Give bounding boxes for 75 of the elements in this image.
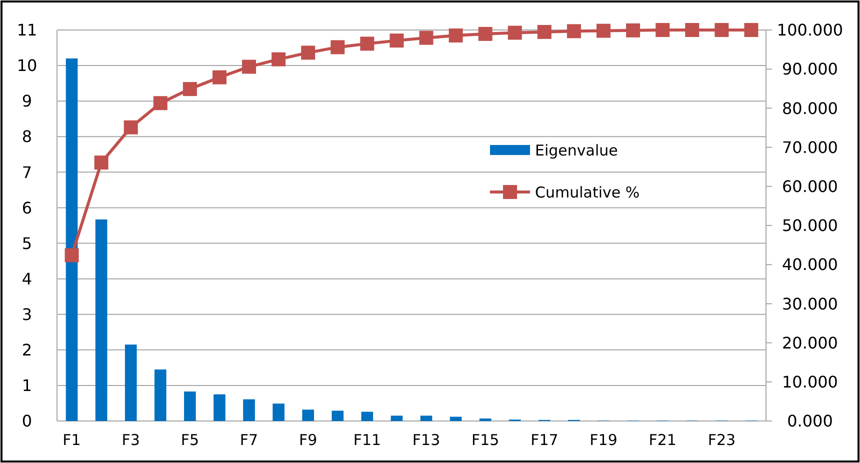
x-tick-label: F19 bbox=[590, 431, 618, 449]
point bbox=[390, 34, 404, 48]
point bbox=[153, 96, 168, 110]
x-tick-label: F17 bbox=[530, 431, 558, 449]
y-tick-label: 6 bbox=[22, 198, 32, 218]
x-tick-label: F21 bbox=[648, 431, 676, 449]
point bbox=[448, 28, 463, 42]
point bbox=[656, 23, 670, 37]
bar bbox=[361, 412, 374, 421]
bar bbox=[184, 391, 196, 421]
point bbox=[478, 26, 492, 41]
y-tick-label: 1 bbox=[22, 376, 32, 396]
point bbox=[714, 23, 729, 37]
bar bbox=[66, 58, 78, 421]
y2-tick-label: 50.000 bbox=[782, 216, 838, 236]
bar bbox=[450, 416, 462, 421]
y2-tick-label: 40.000 bbox=[782, 255, 838, 274]
bar bbox=[302, 410, 314, 421]
y2-tick-label: 90.000 bbox=[782, 60, 838, 79]
bar bbox=[243, 399, 255, 421]
y-tick-label: 2 bbox=[22, 340, 32, 360]
legend-label: Eigenvalue bbox=[535, 141, 618, 160]
y2-tick-label: 30.000 bbox=[782, 294, 838, 314]
point bbox=[242, 60, 256, 74]
point bbox=[124, 120, 138, 134]
point bbox=[596, 24, 611, 38]
bar bbox=[154, 369, 166, 421]
point bbox=[272, 52, 286, 66]
x-tick-label: F1 bbox=[62, 431, 81, 449]
bar bbox=[124, 344, 137, 421]
y-tick-label: 10 bbox=[16, 56, 38, 76]
y-tick-label: 9 bbox=[22, 92, 32, 111]
legend-label: Cumulative % bbox=[535, 183, 640, 202]
point bbox=[360, 36, 374, 51]
point bbox=[94, 156, 108, 170]
point bbox=[566, 24, 581, 38]
bar bbox=[214, 394, 226, 421]
x-tick-label: F11 bbox=[353, 431, 382, 449]
bar bbox=[272, 404, 284, 421]
point bbox=[626, 23, 640, 38]
y-tick-label: 5 bbox=[22, 234, 32, 253]
bar bbox=[95, 219, 108, 421]
y2-tick-label: 0.000 bbox=[787, 412, 833, 431]
point bbox=[182, 82, 197, 96]
x-tick-label: F3 bbox=[122, 431, 140, 449]
x-tick-label: F15 bbox=[471, 431, 500, 449]
point bbox=[301, 46, 316, 60]
point bbox=[212, 70, 226, 84]
y-tick-label: 11 bbox=[16, 20, 38, 40]
x-tick-label: F23 bbox=[708, 431, 736, 449]
bar bbox=[332, 410, 344, 421]
x-tick-label: F13 bbox=[412, 431, 440, 449]
y2-tick-label: 60.000 bbox=[782, 177, 838, 196]
x-tick-label: F9 bbox=[299, 431, 318, 449]
point bbox=[508, 26, 522, 40]
bar bbox=[390, 416, 403, 421]
y2-tick-label: 70.000 bbox=[782, 138, 838, 157]
y2-tick-label: 80.000 bbox=[782, 98, 838, 118]
point bbox=[744, 23, 758, 37]
y-tick-label: 3 bbox=[22, 304, 32, 324]
y-tick-label: 4 bbox=[22, 269, 32, 288]
y2-tick-label: 10.000 bbox=[782, 372, 838, 392]
x-tick-label: F5 bbox=[180, 431, 200, 449]
x-tick-label: F7 bbox=[240, 431, 258, 449]
y-tick-label: 7 bbox=[22, 162, 32, 182]
point bbox=[685, 23, 700, 37]
y-tick-label: 8 bbox=[22, 127, 32, 146]
y2-tick-label: 20.000 bbox=[782, 333, 838, 352]
point bbox=[330, 40, 345, 54]
y2-tick-label: 100.000 bbox=[776, 20, 844, 40]
point bbox=[419, 30, 434, 45]
point bbox=[64, 248, 79, 262]
point bbox=[537, 24, 552, 39]
y-tick-label: 0 bbox=[22, 412, 32, 431]
bar bbox=[420, 416, 432, 421]
